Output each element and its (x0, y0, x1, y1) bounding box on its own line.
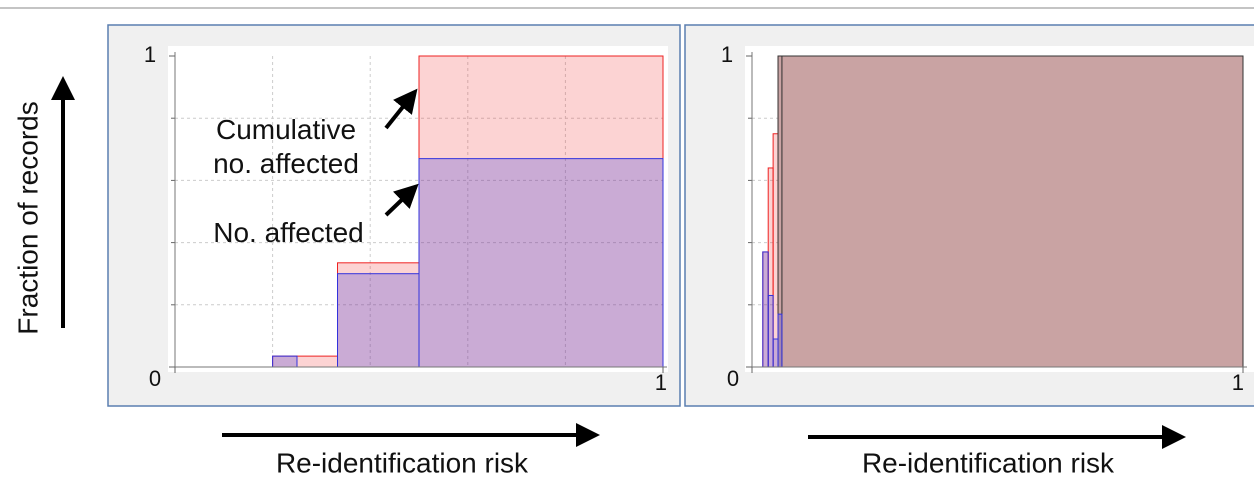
chart: 0 1 1 (144, 42, 668, 395)
x-axis-label: Re-identification risk (276, 447, 529, 478)
bar (772, 133, 779, 368)
x-tick-label: 1 (1232, 370, 1244, 395)
y-tick-label: 0 (149, 366, 161, 391)
overlay: Fraction of records Re-identification ri… (12, 76, 1186, 478)
bar (296, 355, 339, 368)
bar (767, 294, 774, 368)
y-tick-label: 0 (727, 366, 739, 391)
bar (272, 355, 298, 368)
bar (418, 55, 664, 368)
annotation: No. affected (213, 217, 364, 248)
x-tick-label: 1 (655, 370, 667, 395)
chart: 0 1 1 (721, 42, 1254, 395)
x-axis-label: Re-identification risk (862, 447, 1115, 478)
plot-area (168, 46, 668, 372)
annotation: Cumulative no. affected (213, 114, 359, 179)
y-tick-label: 1 (144, 42, 156, 67)
bar (777, 313, 783, 368)
bar (772, 338, 779, 368)
annotation-arrow (384, 88, 418, 130)
bar (781, 55, 1244, 368)
y-tick-label: 1 (721, 42, 733, 67)
annotation-arrow (384, 183, 419, 217)
bar (762, 251, 769, 368)
y-axis-label: Fraction of records (12, 101, 43, 334)
bar (337, 273, 420, 368)
plots: 0 1 1 0 1 1 (144, 42, 1254, 395)
bar (418, 158, 664, 368)
